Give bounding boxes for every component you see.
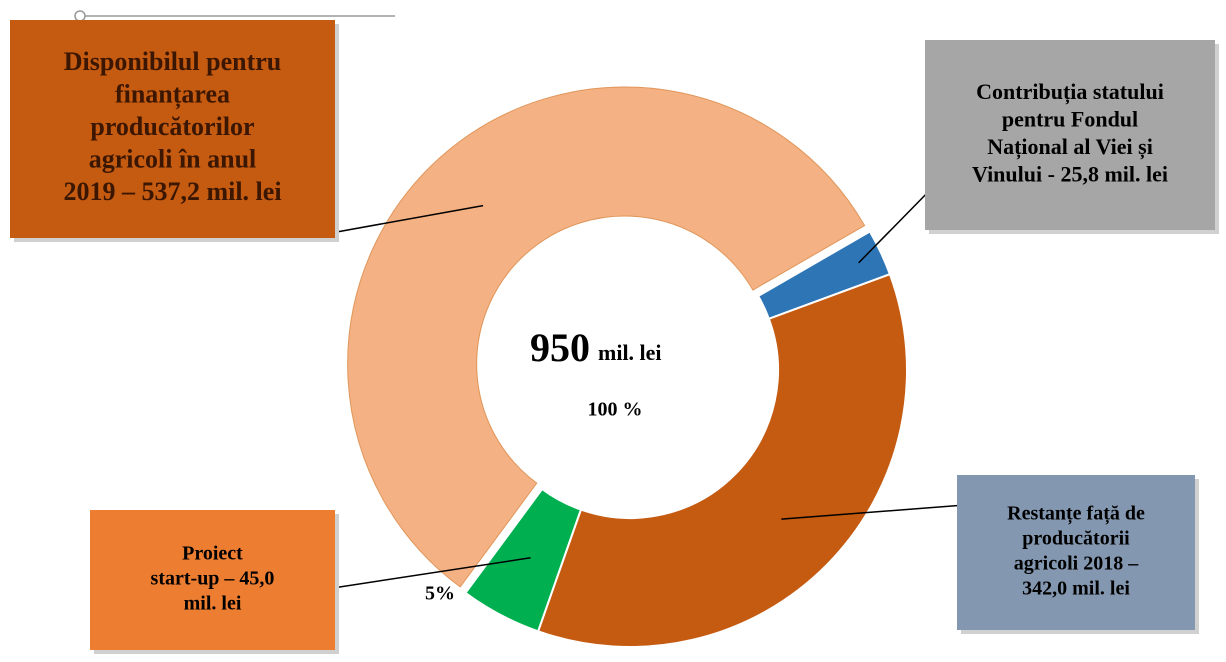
slice-label: agricoli 2018 – bbox=[1014, 553, 1139, 575]
label-box bbox=[925, 40, 1215, 230]
slice-label: Proiect bbox=[182, 543, 243, 565]
slice-label: 2019 – 537,2 mil. lei bbox=[63, 177, 281, 206]
total-value: 950 bbox=[530, 325, 590, 370]
donut-slice bbox=[464, 487, 583, 633]
donut-slice bbox=[347, 86, 866, 588]
label-box bbox=[957, 475, 1195, 630]
slice-label: finanțarea bbox=[115, 79, 230, 109]
slice-label: Contribuția statului bbox=[976, 79, 1164, 105]
label-box bbox=[10, 20, 335, 238]
slice-label: agricoli în anul bbox=[89, 144, 257, 173]
slice-label: 342,0 mil. lei bbox=[1022, 578, 1130, 600]
slice-label: Vinului - 25,8 mil. lei bbox=[972, 161, 1168, 186]
leader-line bbox=[319, 557, 531, 591]
slice-label: Disponibilul pentru bbox=[64, 47, 281, 76]
slice-percent: 5% bbox=[425, 583, 455, 605]
donut-slice bbox=[536, 272, 908, 648]
slice-label: start-up – 45,0 bbox=[151, 568, 275, 590]
leader-line bbox=[319, 204, 484, 236]
leader-line bbox=[781, 504, 966, 520]
slice-label: mil. lei bbox=[184, 593, 242, 615]
slice-label: Restanțe față de bbox=[1007, 503, 1145, 526]
leader-line bbox=[858, 184, 936, 264]
decor-handle bbox=[74, 10, 86, 22]
label-box bbox=[90, 510, 335, 650]
slice-label: pentru Fondul bbox=[1002, 106, 1138, 131]
slice-label: producătorilor bbox=[90, 112, 254, 141]
total-unit: mil. lei bbox=[598, 340, 662, 365]
slice-label: Național al Viei și bbox=[987, 134, 1153, 160]
total-percent: 100 % bbox=[588, 399, 643, 421]
slice-label: producătorii bbox=[1022, 528, 1130, 550]
